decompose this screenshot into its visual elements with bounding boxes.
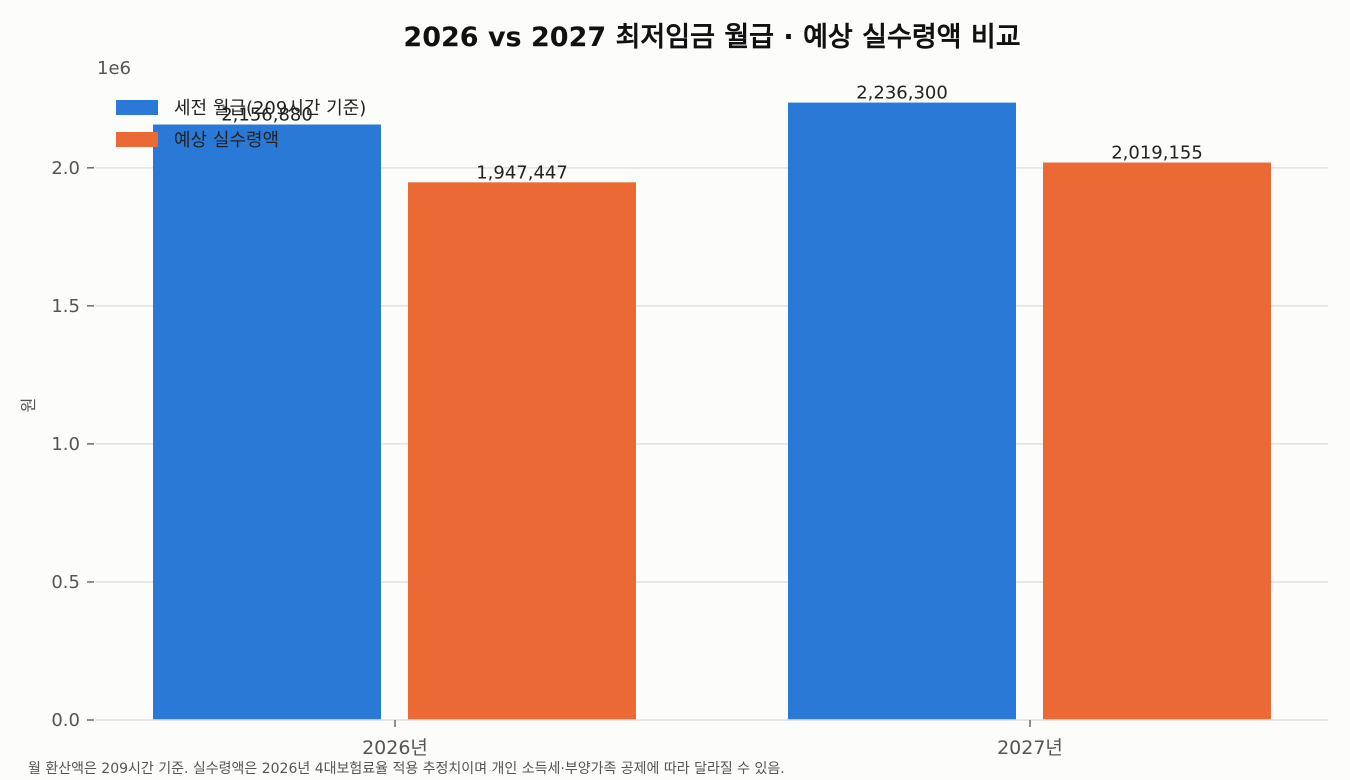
bar: [788, 102, 1016, 721]
chart-title: 2026 vs 2027 최저임금 월급 · 예상 실수령액 비교: [403, 22, 1020, 53]
bar-value-label: 1,947,447: [476, 162, 568, 183]
data-labels: 2,156,880 2,236,300 1,947,447 2,019,155: [221, 83, 1203, 184]
bar: [1043, 162, 1271, 720]
y-axis-offset-label: 1e6: [97, 58, 131, 79]
axes: 0.0 0.5 1.0 1.5 2.0 2026년 2027년: [51, 158, 1328, 759]
y-tick-label: 1.0: [51, 434, 80, 455]
y-tick-label: 0.0: [51, 710, 80, 731]
x-tick-label: 2026년: [362, 737, 428, 759]
y-tick-label: 1.5: [51, 296, 80, 317]
legend: 세전 월급(209시간 기준) 예상 실수령액: [116, 98, 366, 151]
y-tick-label: 2.0: [51, 158, 80, 179]
y-tick-label: 0.5: [51, 572, 80, 593]
bar-value-label: 2,019,155: [1111, 143, 1203, 164]
legend-label: 세전 월급(209시간 기준): [174, 98, 366, 119]
footnote: 월 환산액은 209시간 기준. 실수령액은 2026년 4대보험료율 적용 추…: [28, 761, 785, 777]
legend-label: 예상 실수령액: [174, 130, 279, 151]
y-axis-label: 원: [19, 398, 38, 413]
bar-value-label: 2,156,880: [221, 105, 313, 126]
x-tick-label: 2027년: [997, 737, 1063, 759]
bars: [153, 102, 1271, 721]
bar-value-label: 2,236,300: [856, 83, 948, 104]
legend-swatch: [116, 100, 158, 115]
legend-swatch: [116, 132, 158, 147]
bar: [153, 124, 381, 721]
bar: [408, 182, 636, 721]
